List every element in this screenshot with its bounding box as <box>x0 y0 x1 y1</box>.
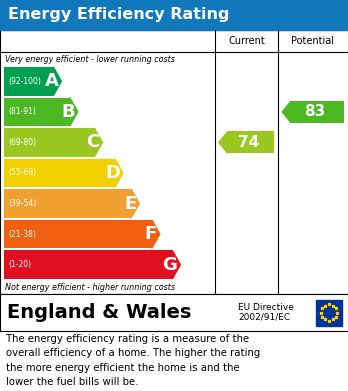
Text: D: D <box>105 164 120 182</box>
Bar <box>291 101 344 123</box>
Text: Current: Current <box>228 36 265 46</box>
Bar <box>4 250 172 279</box>
Text: 83: 83 <box>304 104 326 119</box>
Bar <box>0 0 348 30</box>
Text: G: G <box>163 256 177 274</box>
Text: The energy efficiency rating is a measure of the
overall efficiency of a home. T: The energy efficiency rating is a measur… <box>6 334 260 387</box>
Bar <box>4 98 70 126</box>
Text: (69-80): (69-80) <box>8 138 36 147</box>
Text: England & Wales: England & Wales <box>7 303 191 322</box>
Bar <box>4 67 53 95</box>
Text: E: E <box>124 195 136 213</box>
Bar <box>4 220 152 248</box>
Polygon shape <box>53 67 61 95</box>
Polygon shape <box>282 101 291 123</box>
Bar <box>0 30 348 294</box>
Text: C: C <box>86 133 100 151</box>
Text: (81-91): (81-91) <box>8 108 36 117</box>
Text: A: A <box>45 72 58 90</box>
Text: Potential: Potential <box>292 36 334 46</box>
Text: (55-68): (55-68) <box>8 169 36 178</box>
Polygon shape <box>152 220 160 248</box>
Text: F: F <box>144 225 157 243</box>
Text: Energy Efficiency Rating: Energy Efficiency Rating <box>8 7 229 23</box>
Text: B: B <box>61 103 75 121</box>
Bar <box>316 300 342 325</box>
Bar <box>4 159 115 187</box>
Bar <box>228 131 274 153</box>
Polygon shape <box>131 189 139 218</box>
Polygon shape <box>115 159 123 187</box>
Text: (1-20): (1-20) <box>8 260 31 269</box>
Polygon shape <box>172 250 180 279</box>
Text: Not energy efficient - higher running costs: Not energy efficient - higher running co… <box>5 283 175 292</box>
Polygon shape <box>94 128 102 157</box>
Text: (21-38): (21-38) <box>8 230 36 239</box>
Text: 74: 74 <box>238 135 259 150</box>
Text: (92-100): (92-100) <box>8 77 41 86</box>
Polygon shape <box>219 131 228 153</box>
Text: (39-54): (39-54) <box>8 199 36 208</box>
Text: 2002/91/EC: 2002/91/EC <box>238 313 290 322</box>
Bar <box>0 294 348 331</box>
Polygon shape <box>70 98 78 126</box>
Text: Very energy efficient - lower running costs: Very energy efficient - lower running co… <box>5 54 175 63</box>
Bar <box>4 128 94 157</box>
Text: EU Directive: EU Directive <box>238 303 294 312</box>
Bar <box>4 189 131 218</box>
